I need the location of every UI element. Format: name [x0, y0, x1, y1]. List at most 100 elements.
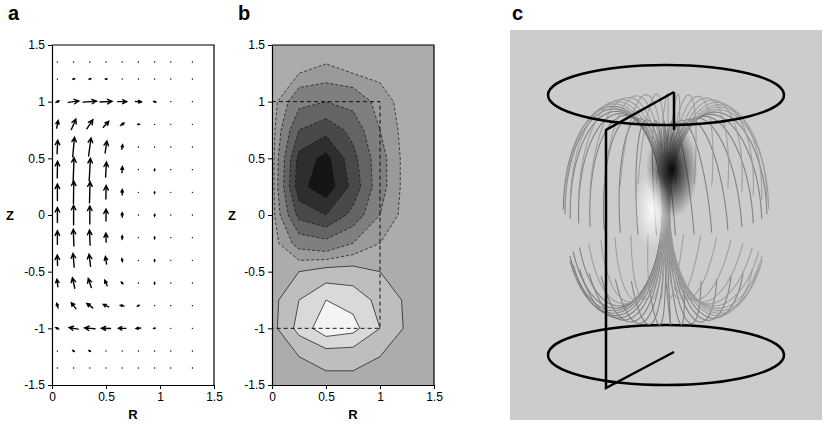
vector [154, 327, 156, 329]
vector [88, 182, 92, 203]
vector [72, 137, 76, 157]
tick-label: 0.5 [248, 152, 265, 166]
tick: -0.5 [244, 265, 272, 279]
vector [121, 213, 123, 218]
panel-letter: c [512, 2, 523, 24]
vector [55, 255, 59, 266]
contour-band [272, 45, 434, 385]
vector [138, 169, 139, 170]
vector [87, 254, 91, 266]
tick-label: 0 [269, 390, 276, 404]
tick-mark [434, 385, 435, 389]
vector [73, 367, 74, 368]
tick-mark [48, 328, 52, 329]
tick-mark [268, 328, 272, 329]
tick: 0 [38, 208, 52, 222]
vector [192, 61, 193, 62]
vector [56, 328, 59, 330]
y-axis: -1.5-1-0.500.511.5 [24, 38, 52, 392]
axis-line [272, 46, 273, 386]
contour-band [272, 45, 434, 385]
vector [138, 61, 139, 62]
vector [118, 327, 126, 330]
vector [57, 61, 58, 62]
vector [55, 161, 59, 178]
contours [272, 45, 434, 385]
vector [73, 350, 75, 351]
tick: 0 [269, 385, 276, 404]
vector [104, 186, 108, 200]
contour-band [272, 45, 434, 385]
vector [192, 124, 193, 125]
vector [118, 100, 127, 104]
tick: 0.5 [318, 385, 335, 404]
tick-mark [272, 385, 273, 389]
tick: 1.5 [206, 385, 223, 404]
figure: 00.511.5-1.5-1-0.500.511.5RZa00.511.5-1.… [0, 0, 829, 425]
vector [105, 350, 106, 351]
x-axis: 00.511.5 [269, 385, 443, 404]
vector [100, 99, 112, 103]
tick: -1.5 [24, 378, 52, 392]
x-axis-title: R [128, 407, 138, 422]
tick-mark [160, 385, 161, 389]
tick: -1 [254, 322, 272, 336]
vector [154, 192, 156, 194]
y-axis-title: Z [6, 208, 14, 223]
vector [192, 260, 193, 261]
tick-mark [214, 385, 215, 389]
vector [88, 279, 92, 288]
vector [56, 121, 59, 128]
y-axis-title: Z [228, 208, 236, 223]
vector [88, 206, 93, 224]
vector [69, 326, 78, 330]
vector [57, 78, 58, 79]
vector [192, 305, 193, 306]
vector [104, 209, 109, 221]
tick-mark [268, 158, 272, 159]
vector [170, 124, 171, 125]
vector [154, 78, 155, 79]
vector [154, 146, 155, 147]
tick-mark [48, 45, 52, 46]
tick-mark [326, 385, 327, 389]
vector [154, 367, 155, 368]
tick-label: -1 [254, 322, 265, 336]
vector [71, 205, 76, 225]
panel-letter: a [8, 2, 20, 24]
vector [104, 257, 107, 265]
plot-frame [52, 45, 214, 385]
tick-mark [52, 385, 53, 389]
vectors [55, 62, 192, 368]
axis-line [273, 385, 435, 386]
tick-label: 0.5 [318, 390, 335, 404]
vector [170, 282, 171, 283]
vector [105, 61, 106, 62]
tick: -1 [34, 322, 52, 336]
plane-edge [606, 92, 674, 388]
tick-label: 1.5 [426, 390, 443, 404]
vector [192, 328, 193, 329]
vector [138, 123, 140, 125]
contour-band [294, 283, 380, 349]
tick: 0 [258, 208, 272, 222]
vector [71, 119, 76, 129]
vector [170, 350, 171, 351]
vector [103, 121, 108, 127]
vector [170, 101, 171, 102]
vector [170, 78, 171, 79]
vector [192, 237, 193, 238]
tick-label: 0.5 [98, 390, 115, 404]
tick-label: 1 [258, 95, 265, 109]
vector [170, 192, 171, 193]
tick-label: 1.5 [28, 38, 45, 52]
tick-label: -0.5 [244, 265, 265, 279]
vector [170, 61, 171, 62]
vector [121, 367, 122, 368]
vector [138, 214, 139, 215]
vector [170, 214, 171, 215]
vector [121, 190, 123, 195]
vector [104, 141, 108, 153]
panel-background [510, 30, 822, 420]
vector [121, 167, 124, 173]
